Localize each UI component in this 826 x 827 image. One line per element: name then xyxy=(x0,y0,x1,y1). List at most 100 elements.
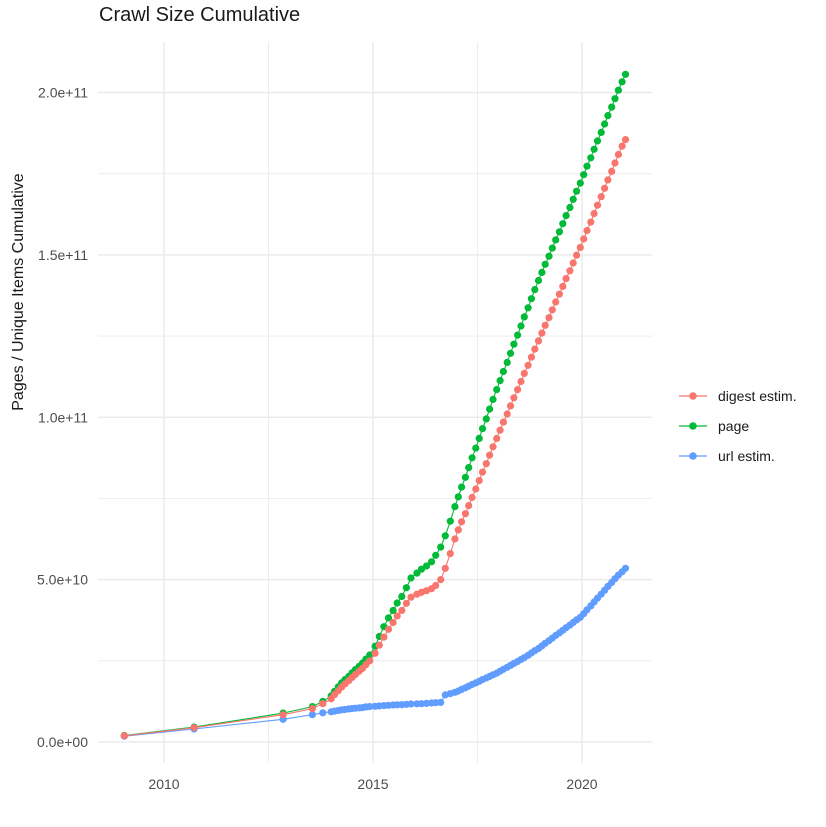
data-point-page xyxy=(407,574,415,582)
data-point-digest xyxy=(576,243,584,251)
legend-label: digest estim. xyxy=(718,388,797,404)
data-point-page xyxy=(486,405,494,413)
data-point-page xyxy=(422,562,431,570)
data-point-page xyxy=(514,331,522,339)
x-tick-label: 2015 xyxy=(357,776,388,792)
data-point-digest xyxy=(375,641,383,649)
data-point-page xyxy=(454,493,462,501)
data-point-page xyxy=(482,415,490,423)
data-point-page xyxy=(576,179,584,187)
legend: digest estim. page url estim. xyxy=(678,381,797,471)
data-point-digest xyxy=(555,290,564,298)
data-point-digest xyxy=(446,550,454,558)
data-point-digest xyxy=(611,159,619,167)
data-point-page xyxy=(503,358,511,366)
data-point-digest xyxy=(583,226,591,235)
data-point-digest xyxy=(437,576,445,584)
data-point-digest xyxy=(514,386,522,394)
data-point-digest xyxy=(384,625,393,633)
data-point-digest xyxy=(441,564,449,572)
data-point-digest xyxy=(451,535,459,543)
legend-label: page xyxy=(718,418,750,434)
data-point-digest xyxy=(590,210,598,218)
data-point-page xyxy=(366,651,374,659)
data-point-page xyxy=(510,340,518,348)
data-point-digest xyxy=(506,402,515,410)
data-point-url xyxy=(437,698,445,707)
data-point-page xyxy=(493,386,501,394)
data-point-digest xyxy=(545,314,553,322)
data-point-digest xyxy=(541,321,549,329)
data-point-page xyxy=(468,454,476,462)
y-tick-label: 2.0e+11 xyxy=(38,85,88,101)
legend-item-page: page xyxy=(678,411,797,441)
data-point-digest xyxy=(562,275,570,283)
data-point-page xyxy=(548,244,556,252)
y-tick-label: 5.0e+10 xyxy=(37,572,88,588)
data-point-page xyxy=(608,103,616,111)
data-point-digest xyxy=(618,142,626,150)
data-point-page xyxy=(587,154,595,162)
data-point-page xyxy=(437,543,445,551)
data-point-page xyxy=(496,377,504,385)
data-point-page xyxy=(545,252,553,260)
data-point-digest xyxy=(593,201,602,209)
data-point-digest xyxy=(366,657,374,665)
data-point-digest xyxy=(482,460,490,468)
data-point-digest xyxy=(510,394,518,402)
data-point-page xyxy=(517,322,525,330)
data-point-digest xyxy=(407,593,415,601)
data-point-page xyxy=(451,503,459,511)
data-point-page xyxy=(562,212,570,220)
data-point-page xyxy=(402,584,410,592)
data-point-page xyxy=(489,395,497,403)
data-point-digest xyxy=(580,235,588,243)
x-tick-label: 2010 xyxy=(148,776,179,792)
data-point-page xyxy=(621,70,630,78)
data-point-digest xyxy=(538,329,546,337)
data-point-digest xyxy=(465,502,473,510)
data-point-page xyxy=(618,78,626,86)
y-tick-label: 0.0e+00 xyxy=(37,734,88,750)
data-point-digest xyxy=(559,282,567,290)
data-point-digest xyxy=(608,167,616,175)
data-point-page xyxy=(597,128,605,136)
data-point-digest xyxy=(531,345,539,353)
data-point-digest xyxy=(520,369,528,377)
data-point-page xyxy=(458,483,466,491)
data-point-digest xyxy=(120,732,128,740)
data-point-digest xyxy=(499,418,507,426)
data-point-page xyxy=(569,195,577,203)
data-point-digest xyxy=(279,711,287,719)
data-point-digest xyxy=(190,724,198,732)
data-point-page xyxy=(398,592,406,601)
data-point-page xyxy=(580,171,588,179)
data-point-digest xyxy=(389,618,397,627)
y-tick-label: 1.0e+11 xyxy=(38,409,88,425)
legend-label: url estim. xyxy=(718,448,775,464)
data-point-digest xyxy=(380,633,388,641)
data-point-digest xyxy=(489,443,497,451)
data-point-digest xyxy=(454,526,462,534)
data-point-digest xyxy=(621,136,630,144)
data-point-page xyxy=(573,187,581,195)
data-point-page xyxy=(601,120,609,128)
data-point-page xyxy=(583,162,591,170)
data-point-page xyxy=(389,606,397,615)
legend-key-icon xyxy=(679,392,707,400)
data-point-digest xyxy=(475,477,483,485)
data-point-page xyxy=(534,276,543,285)
data-point-page xyxy=(611,95,619,103)
data-point-digest xyxy=(393,612,401,620)
data-point-page xyxy=(559,220,567,228)
data-point-digest xyxy=(468,493,476,502)
x-tick-label: 2020 xyxy=(566,776,597,792)
data-point-page xyxy=(465,464,473,472)
data-point-url xyxy=(621,564,630,572)
chart-title: Crawl Size Cumulative xyxy=(99,4,301,26)
data-point-url xyxy=(319,709,327,717)
data-point-page xyxy=(590,145,598,153)
data-point-page xyxy=(475,434,483,442)
data-point-page xyxy=(541,260,549,268)
data-point-digest xyxy=(569,259,577,267)
